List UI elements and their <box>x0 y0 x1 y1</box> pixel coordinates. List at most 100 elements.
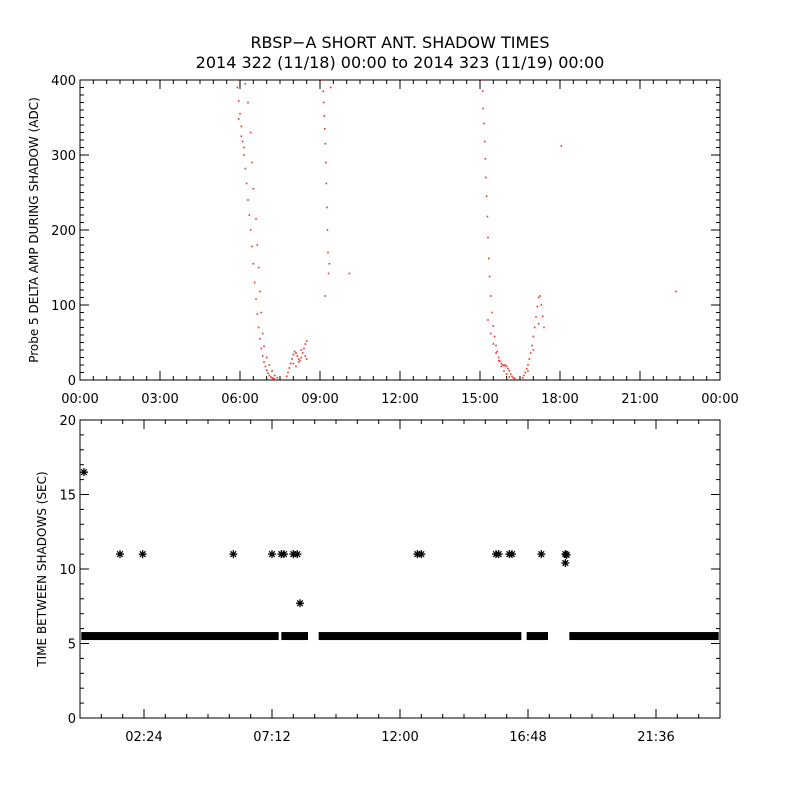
data-point <box>237 100 240 102</box>
data-point <box>481 90 484 93</box>
data-point <box>240 125 243 128</box>
data-point <box>675 290 677 293</box>
data-point <box>503 370 505 372</box>
data-point <box>299 359 301 362</box>
data-point <box>495 352 497 354</box>
data-point <box>247 199 249 201</box>
data-point <box>325 182 328 185</box>
x-tick-label: 21:36 <box>637 730 674 745</box>
data-point <box>240 135 243 138</box>
data-point <box>496 350 499 353</box>
data-point <box>322 90 324 93</box>
data-point <box>537 550 546 559</box>
data-point <box>321 79 324 81</box>
data-point <box>483 122 485 125</box>
data-point <box>255 217 257 220</box>
data-point <box>249 131 252 134</box>
data-point <box>507 367 509 370</box>
data-point <box>267 372 269 375</box>
data-point <box>539 295 541 297</box>
data-point <box>260 347 263 350</box>
data-point <box>80 468 88 477</box>
data-point <box>512 376 515 379</box>
data-point <box>272 377 275 380</box>
data-point <box>260 311 263 314</box>
data-point <box>489 332 492 335</box>
data-point <box>322 101 325 104</box>
data-point <box>116 550 124 559</box>
data-point <box>328 262 331 265</box>
data-point <box>261 355 264 357</box>
data-point <box>537 296 540 299</box>
data-point <box>325 161 327 164</box>
panel-delta-amp: 00:00 03:00 06:00 09:00 12:00 15:00 18:00 21:00… <box>27 74 739 407</box>
data-point <box>264 365 267 368</box>
y-tick-label: 20 <box>59 414 76 429</box>
data-point <box>296 599 304 608</box>
data-point <box>327 251 329 254</box>
data-point <box>532 349 535 351</box>
data-point <box>497 356 500 359</box>
data-point <box>288 367 291 369</box>
data-point <box>292 362 295 365</box>
chart-title-line1: RBSP−A SHORT ANT. SHADOW TIMES <box>250 33 549 52</box>
data-point <box>529 352 532 354</box>
y-axis-label: TIME BETWEEN SHADOWS (SEC) <box>35 471 49 667</box>
data-point <box>247 101 249 104</box>
data-point <box>256 244 259 246</box>
data-point <box>501 364 504 366</box>
data-point <box>271 376 273 379</box>
data-point <box>484 140 486 143</box>
x-tick-label: 16:48 <box>509 730 546 745</box>
data-point <box>531 344 533 347</box>
data-point <box>492 325 495 327</box>
data-point <box>138 550 147 559</box>
data-point <box>329 86 332 89</box>
data-point <box>495 344 497 347</box>
data-point <box>326 206 328 209</box>
baseline-band <box>318 632 522 641</box>
data-point <box>485 195 488 198</box>
data-point <box>265 369 268 372</box>
data-point <box>245 182 248 185</box>
x-tick-label: 06:00 <box>221 392 258 407</box>
data-point <box>280 550 288 559</box>
data-point <box>268 364 271 366</box>
data-point <box>323 115 326 117</box>
data-point <box>324 127 326 130</box>
data-point <box>304 355 307 357</box>
x-tick-label: 12:00 <box>381 392 418 407</box>
data-point <box>292 353 295 356</box>
x-tick-label: 00:00 <box>701 392 738 407</box>
data-point <box>273 374 276 377</box>
data-point <box>497 359 500 362</box>
y-tick-label: 0 <box>68 712 76 727</box>
x-tick-label: 18:00 <box>541 392 578 407</box>
data-point <box>561 559 570 568</box>
data-point <box>541 315 544 318</box>
data-point <box>493 335 496 338</box>
data-point <box>504 364 507 366</box>
chart-title-line2: 2014 322 (11/18) 00:00 to 2014 323 (11/1… <box>196 53 605 72</box>
data-point <box>271 370 273 372</box>
data-point <box>488 257 490 260</box>
data-point <box>304 343 307 345</box>
y-axis-label: Probe 5 DELTA AMP DURING SHADOW (ADC) <box>27 97 41 363</box>
data-point <box>536 305 539 308</box>
x-tick-label: 02:24 <box>125 730 162 745</box>
y-tick-label: 400 <box>51 74 76 89</box>
data-point <box>486 215 489 218</box>
y-tick-label: 15 <box>59 489 76 504</box>
data-point <box>487 319 489 321</box>
data-point <box>482 107 484 110</box>
x-tick-label: 12:00 <box>381 730 418 745</box>
plot-frame <box>79 79 721 381</box>
data-point <box>300 349 303 351</box>
data-point <box>543 326 545 329</box>
data-point <box>261 332 264 335</box>
data-point <box>273 378 276 381</box>
data-point <box>305 340 308 342</box>
x-tick-label: 00:00 <box>61 392 98 407</box>
data-point <box>508 550 516 559</box>
